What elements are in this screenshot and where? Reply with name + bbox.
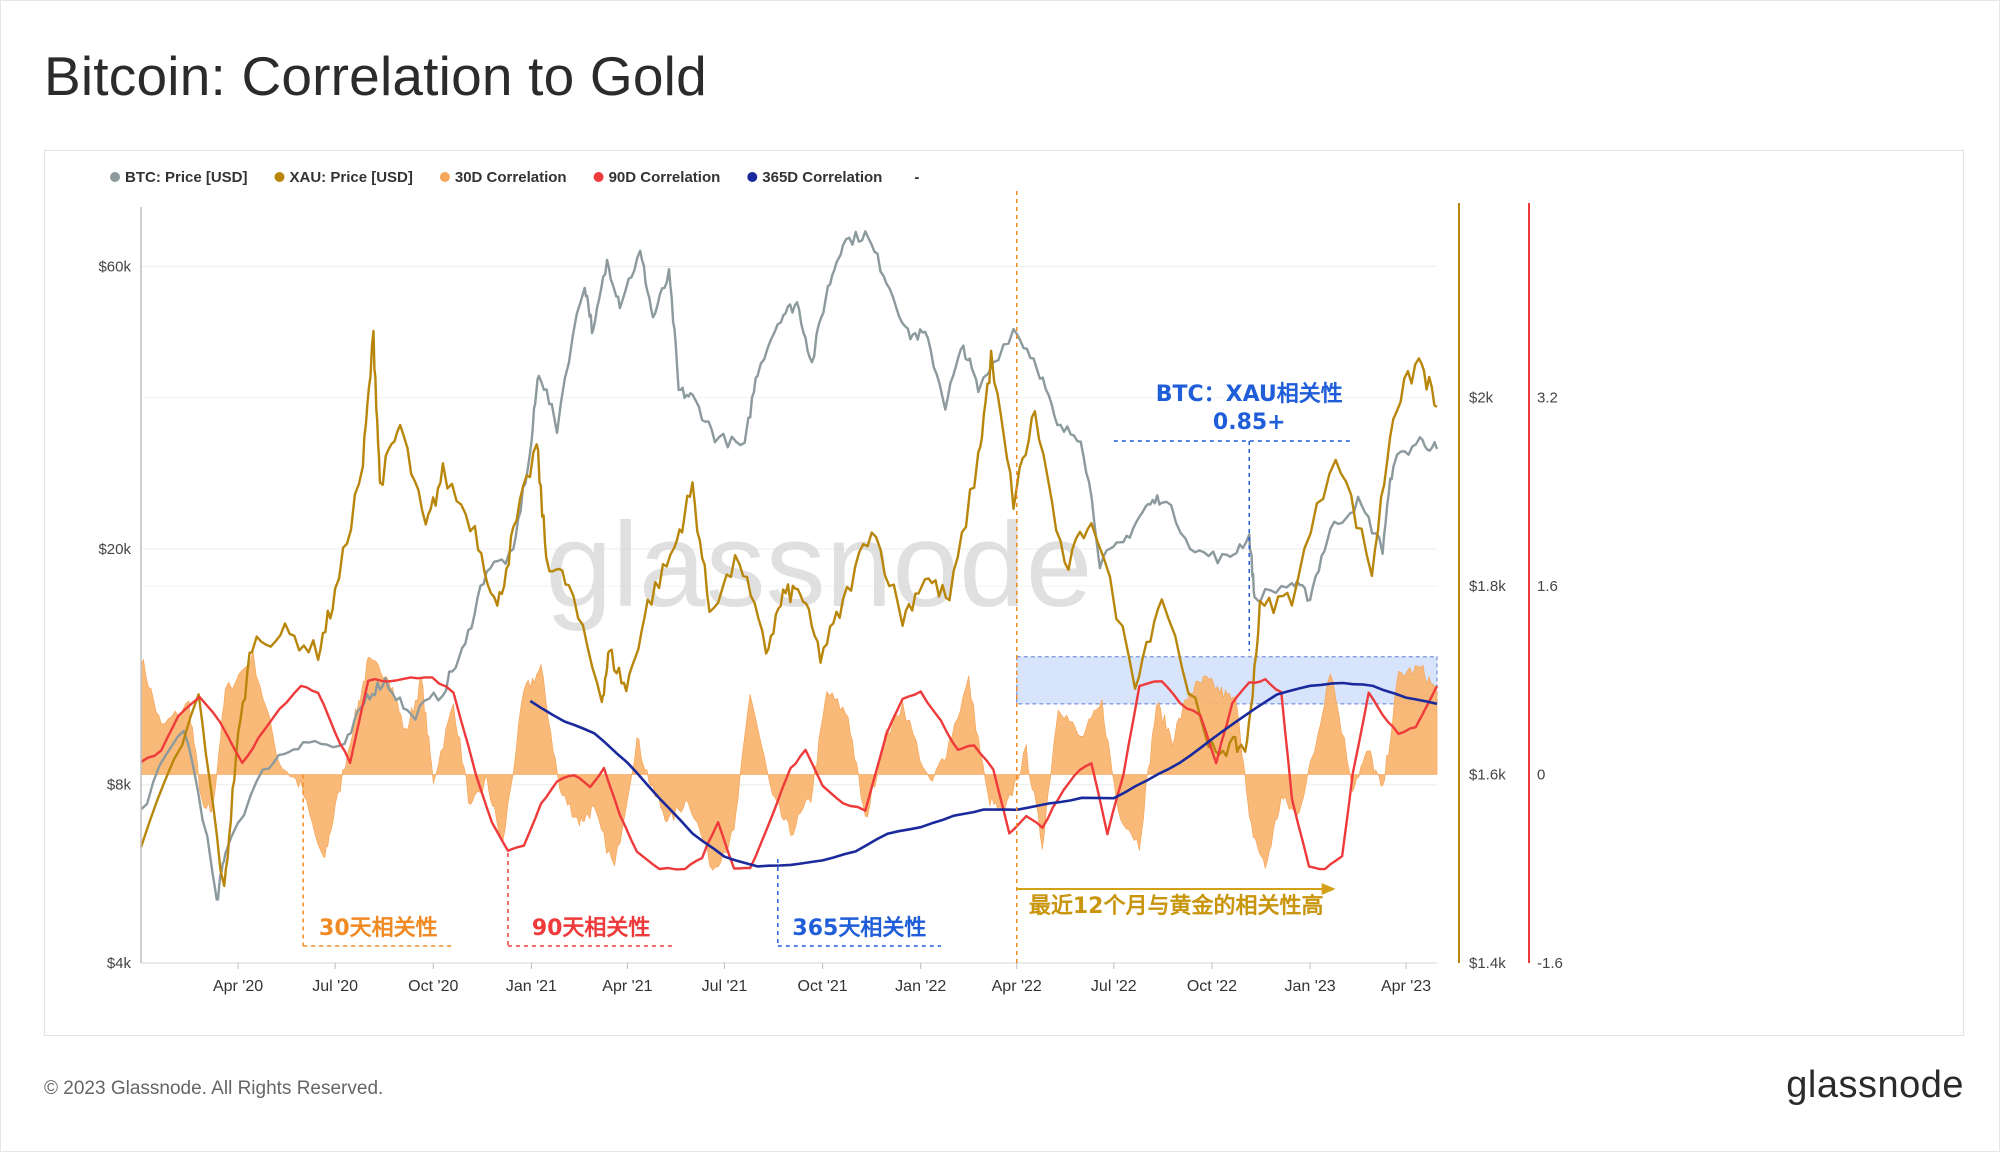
y-tick-btc: $4k	[107, 955, 132, 972]
legend-dot	[439, 172, 450, 182]
legend-dot	[274, 172, 285, 182]
annotation-btcxau-label-1: BTC：XAU相关性	[1156, 382, 1343, 407]
x-tick-label: Apr '22	[992, 978, 1042, 995]
legend-dot	[747, 172, 758, 182]
copyright-text: © 2023 Glassnode. All Rights Reserved.	[44, 1078, 384, 1099]
legend: BTC: Price [USD] XAU: Price [USD] 30D Corr…	[110, 169, 919, 186]
x-tick-label: Apr '20	[213, 978, 263, 995]
series-btc-line	[140, 230, 1439, 901]
annotations: 30天相关性 90天相关性 365天相关性 最近12个月与黄金的相关性高 BTC：XAU…	[302, 191, 1353, 963]
legend-dot	[110, 172, 120, 182]
y-tick-btc: $8k	[107, 777, 132, 794]
annotation-btcxau-label-2: 0.85+	[1213, 410, 1286, 435]
series-corr30-area	[140, 650, 1438, 871]
legend-item-label[interactable]: BTC: Price [USD]	[125, 169, 248, 186]
x-tick-label: Apr '23	[1381, 978, 1431, 995]
legend-item-label[interactable]: 90D Correlation	[609, 169, 721, 186]
annotation-365d-label: 365天相关性	[792, 916, 926, 941]
annotation-90d-label: 90天相关性	[532, 916, 651, 941]
x-tick-label: Apr '21	[602, 978, 652, 995]
y-tick-btc: $60k	[98, 258, 131, 275]
series-corr365-line	[529, 681, 1438, 868]
x-tick-label: Oct '21	[798, 978, 848, 995]
glassnode-logo[interactable]: glassnode	[1786, 1064, 1964, 1106]
legend-item-label[interactable]: -	[914, 169, 919, 186]
series-corr90-line	[140, 676, 1439, 871]
page-title: Bitcoin: Correlation to Gold	[44, 45, 707, 107]
x-tick-label: Oct '22	[1187, 978, 1237, 995]
chart-card: glassnode $4k $8k $20k $60k $1.4k $1.6k $1.8k $…	[44, 150, 1964, 1036]
y-tick-btc: $20k	[98, 541, 131, 558]
annotation-recent-arrowhead	[1321, 883, 1336, 895]
x-tick-label: Oct '20	[408, 978, 458, 995]
y-tick-corr: 3.2	[1537, 390, 1558, 407]
legend-item-label[interactable]: 365D Correlation	[762, 169, 882, 186]
x-tick-label: Jan '22	[895, 978, 946, 995]
x-tick-label: Jul '21	[702, 978, 748, 995]
y-tick-corr: 0	[1537, 767, 1545, 784]
x-tick-label: Jul '22	[1091, 978, 1137, 995]
legend-item-label[interactable]: XAU: Price [USD]	[290, 169, 413, 186]
y-tick-gold: $1.4k	[1469, 955, 1506, 972]
legend-dot	[593, 172, 604, 182]
y-tick-gold: $2k	[1469, 390, 1494, 407]
y-tick-corr: -1.6	[1537, 955, 1563, 972]
legend-item-label[interactable]: 30D Correlation	[455, 169, 567, 186]
watermark-text: glassnode	[545, 498, 1092, 632]
annotation-30d-label: 30天相关性	[319, 916, 438, 941]
y-tick-gold: $1.8k	[1469, 578, 1506, 595]
x-tick-label: Jan '21	[506, 978, 557, 995]
series-gold-line	[139, 329, 1438, 888]
y-tick-gold: $1.6k	[1469, 767, 1506, 784]
corr30-area-group	[140, 650, 1438, 871]
y-tick-corr: 1.6	[1537, 578, 1558, 595]
x-tick-label: Jul '20	[312, 978, 358, 995]
axes: $4k $8k $20k $60k $1.4k $1.6k $1.8k $2k -1.6 0 1.6…	[98, 203, 1563, 995]
chart-svg[interactable]: glassnode $4k$8k$20k$60k$1.4k$1.6k$1.8k$…	[45, 151, 1963, 1035]
x-tick-label: Jan '23	[1285, 978, 1336, 995]
annotation-recent-label: 最近12个月与黄金的相关性高	[1029, 893, 1324, 919]
series-lines	[139, 230, 1439, 901]
